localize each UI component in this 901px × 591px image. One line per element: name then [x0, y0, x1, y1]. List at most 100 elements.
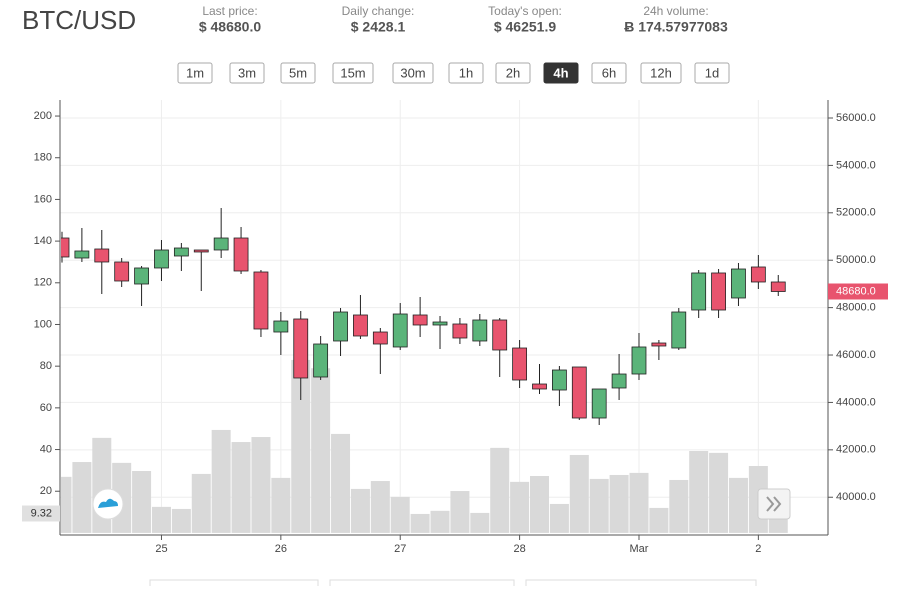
- stat-label: 24h volume:: [643, 4, 708, 18]
- candle-body: [631, 346, 647, 375]
- y2-tick-label: 120: [34, 277, 52, 289]
- candle-body: [233, 237, 249, 272]
- interval-button[interactable]: 4h: [543, 62, 579, 84]
- candle-body: [412, 314, 428, 326]
- candle-body: [731, 268, 746, 299]
- candle-body: [193, 249, 209, 253]
- stat-value: $ 48680.0: [199, 19, 261, 35]
- y-tick-label: 48000.0: [836, 302, 876, 314]
- candle-body: [750, 266, 766, 283]
- stat-value: Ƀ 174.57977083: [624, 19, 728, 35]
- button-box: [332, 62, 374, 84]
- volume-bar: [649, 507, 669, 533]
- candle-body: [74, 250, 90, 259]
- volume-bar: [510, 481, 530, 533]
- y2-tick-label: 80: [40, 360, 52, 372]
- x-tick-label: Mar: [630, 543, 649, 555]
- volume-bar: [251, 437, 271, 533]
- y-tick-label: 40000.0: [836, 491, 876, 503]
- y2-tick-label: 100: [34, 318, 52, 330]
- y2-tick-label: 160: [34, 193, 52, 205]
- interval-button[interactable]: 30m: [392, 62, 434, 84]
- interval-button[interactable]: 1h: [448, 62, 484, 84]
- interval-button[interactable]: 2h: [495, 62, 531, 84]
- stat-value: $ 46251.9: [494, 19, 556, 35]
- y-tick-label: 44000.0: [836, 396, 876, 408]
- volume-bar: [689, 451, 709, 533]
- button-label: 4h: [553, 65, 568, 80]
- volume-bar: [311, 368, 331, 533]
- y2-tick-label: 40: [40, 443, 52, 455]
- button-label: 5m: [289, 65, 307, 80]
- button-box: [495, 62, 531, 84]
- volume-bar: [231, 442, 251, 533]
- last-price-tag: [828, 283, 888, 300]
- interval-button[interactable]: 15m: [332, 62, 374, 84]
- volume-bar: [430, 510, 450, 533]
- tab[interactable]: [149, 579, 319, 591]
- button-label: 6h: [602, 65, 616, 80]
- volume-bar: [61, 476, 72, 533]
- x-tick-label: 25: [155, 543, 167, 555]
- candle-body: [61, 237, 70, 258]
- last-volume-tag: [22, 505, 60, 522]
- candle-body: [213, 237, 229, 251]
- stat-value: $ 2428.1: [351, 19, 406, 35]
- volume-bar: [291, 359, 311, 533]
- y2-tick-label: 180: [34, 152, 52, 164]
- candle-body: [571, 366, 587, 419]
- candle-body: [353, 314, 368, 337]
- tab[interactable]: [329, 579, 515, 591]
- candle-body: [452, 323, 468, 339]
- volume-bar: [450, 491, 470, 533]
- symbol: BTC/USD: [22, 5, 136, 35]
- volume-bar: [171, 508, 191, 533]
- tab[interactable]: [525, 579, 757, 591]
- candle-body: [154, 249, 169, 269]
- last-price-label: 48680.0: [836, 285, 876, 297]
- volume-bar: [530, 476, 550, 533]
- button-box: [640, 62, 682, 84]
- volume-bar: [370, 481, 390, 533]
- button-box: [177, 62, 213, 84]
- candle-body: [711, 272, 726, 311]
- interval-button[interactable]: 12h: [640, 62, 682, 84]
- y-tick-label: 52000.0: [836, 207, 876, 219]
- candle-body: [134, 267, 149, 285]
- volume-bar: [151, 506, 171, 533]
- interval-button[interactable]: 6h: [591, 62, 627, 84]
- candle-body: [551, 369, 567, 391]
- candle-body: [591, 388, 607, 419]
- candle-body: [432, 321, 448, 326]
- volume-bar: [470, 512, 490, 533]
- candle-body: [651, 342, 667, 347]
- interval-button[interactable]: 5m: [280, 62, 316, 84]
- button-box: [591, 62, 627, 84]
- volume-bar: [331, 433, 351, 533]
- volume-bar: [271, 477, 291, 533]
- stat-label: Daily change:: [342, 4, 415, 18]
- stat-label: Today's open:: [488, 4, 562, 18]
- interval-button[interactable]: 3m: [229, 62, 265, 84]
- stat-label: Last price:: [202, 4, 257, 18]
- y-tick-label: 46000.0: [836, 349, 876, 361]
- interval-button[interactable]: 1d: [694, 62, 730, 84]
- candle-body: [770, 281, 786, 292]
- x-tick-label: 26: [275, 543, 287, 555]
- volume-bar: [609, 474, 629, 533]
- y-tick-label: 54000.0: [836, 159, 876, 171]
- scroll-icon: [766, 496, 782, 512]
- candle-body: [173, 247, 189, 257]
- button-box: [392, 62, 434, 84]
- volume-bar: [72, 462, 92, 533]
- button-label: 1d: [705, 65, 719, 80]
- volume-bar: [728, 477, 748, 533]
- volume-bar: [669, 479, 689, 533]
- volume-bar: [549, 503, 569, 533]
- candle-body: [253, 271, 269, 330]
- x-tick-label: 2: [755, 543, 761, 555]
- candle-body: [313, 343, 329, 378]
- interval-button[interactable]: 1m: [177, 62, 213, 84]
- candle-body: [691, 272, 707, 311]
